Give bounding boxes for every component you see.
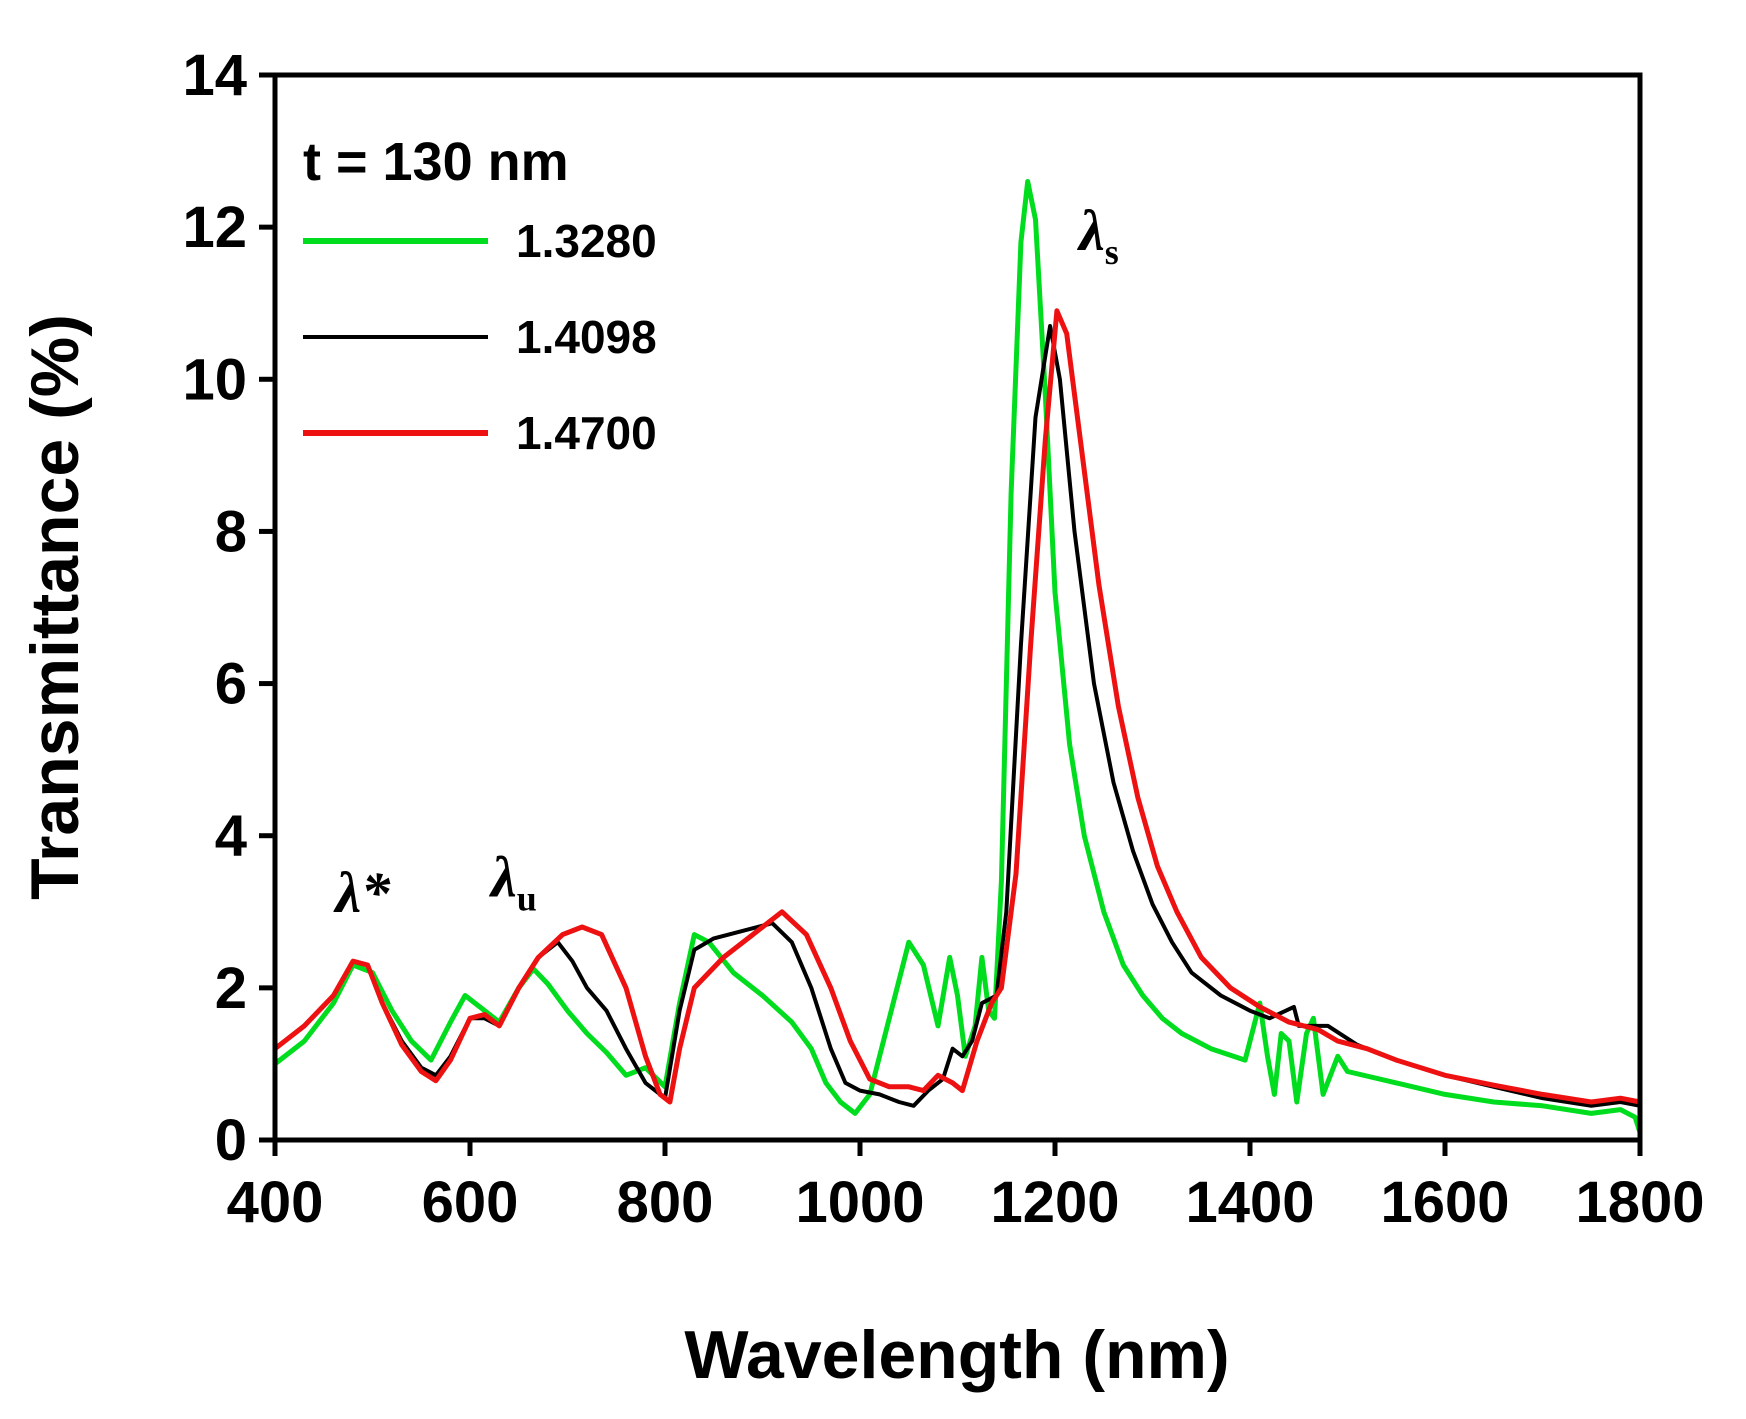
y-tick-label: 10 — [182, 347, 247, 412]
annotation-0: λ* — [333, 860, 391, 925]
series-line-1.4098 — [273, 324, 1641, 1108]
ticks-layer: 400 600 800 1000 1200 1400 1600 1800 0 2 4 6 8 10 12 14 — [182, 43, 1704, 1235]
y-tick-label: 6 — [215, 652, 247, 717]
annotation-2: λs — [1077, 198, 1119, 272]
legend: t = 130 nm 1.3280 1.4098 1.4700 — [303, 132, 657, 459]
annotation-1: λu — [489, 845, 537, 919]
y-tick-label: 0 — [215, 1108, 247, 1173]
legend-title: t = 130 nm — [303, 132, 569, 192]
y-axis-title: Transmittance (%) — [17, 314, 93, 900]
y-tick-label: 2 — [215, 956, 247, 1021]
series-line-1.4700 — [273, 308, 1641, 1105]
x-tick-label: 1000 — [795, 1170, 924, 1235]
x-axis-title: Wavelength (nm) — [684, 1317, 1229, 1393]
plot-frame — [272, 72, 1643, 1143]
y-tick-label: 4 — [215, 804, 247, 869]
x-tick-label: 1800 — [1575, 1170, 1704, 1235]
x-tick-label: 1400 — [1185, 1170, 1314, 1235]
x-tick-label: 1200 — [990, 1170, 1119, 1235]
x-tick-label: 400 — [227, 1170, 324, 1235]
x-tick-label: 800 — [617, 1170, 714, 1235]
series-line-1.3280 — [273, 179, 1643, 1134]
y-tick-label: 8 — [215, 499, 247, 564]
y-tick-label: 14 — [182, 43, 247, 108]
series-layer — [273, 179, 1643, 1134]
annotations: λ* λu λs — [333, 198, 1118, 925]
legend-label-1.3280: 1.3280 — [516, 215, 657, 267]
x-tick-label: 600 — [422, 1170, 519, 1235]
legend-entries: 1.3280 1.4098 1.4700 — [303, 215, 657, 459]
legend-label-1.4098: 1.4098 — [516, 311, 657, 363]
x-tick-label: 1600 — [1380, 1170, 1509, 1235]
legend-label-1.4700: 1.4700 — [516, 407, 657, 459]
y-tick-label: 12 — [182, 195, 247, 260]
